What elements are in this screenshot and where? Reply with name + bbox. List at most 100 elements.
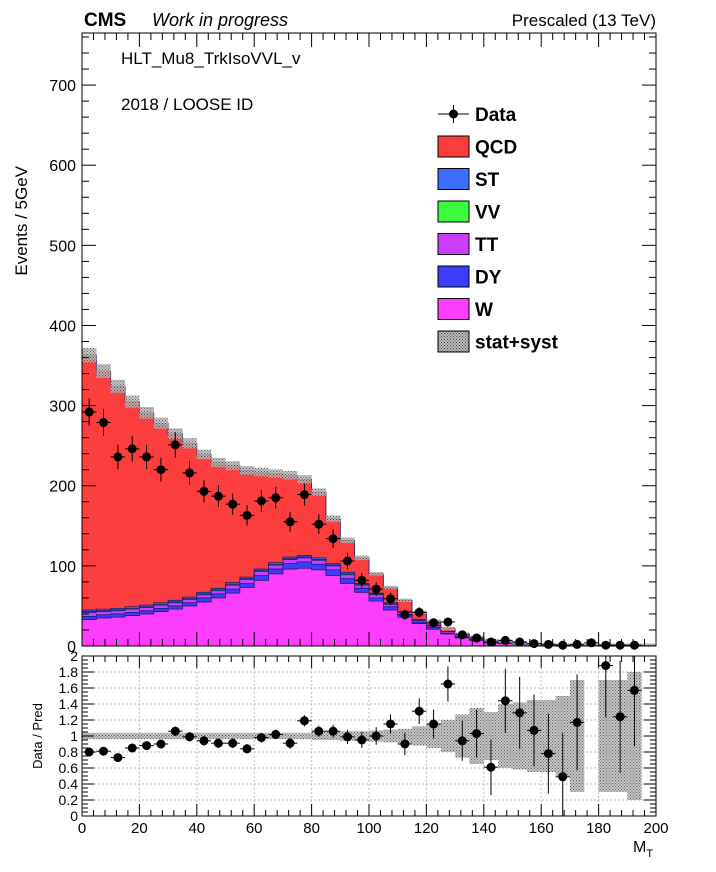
data-point (213, 491, 223, 501)
band-cell (340, 537, 355, 543)
ratio-band-cell (297, 732, 312, 740)
ratio-x-tick-label: 140 (471, 820, 496, 837)
band-cell (125, 395, 140, 408)
legend-label: Data (475, 105, 517, 126)
ratio-band-cell (483, 712, 499, 760)
data-point (113, 452, 123, 462)
ratio-point (314, 726, 324, 736)
y-tick-label: 600 (49, 158, 76, 175)
ratio-band-cell (598, 680, 613, 792)
ratio-y-label: Data / Pred (30, 703, 45, 769)
legend-swatch-vv (437, 200, 470, 223)
main-panel: 0 100 200 300 400 500 600 700 Events / 5GeV HLT… (12, 32, 657, 656)
band-cell (139, 406, 154, 419)
bar-w (325, 575, 341, 646)
band-cell (311, 488, 326, 496)
band-cell (153, 417, 169, 429)
data-points (82, 398, 642, 650)
bar-w (239, 587, 255, 646)
ratio-point (429, 719, 439, 729)
ratio-band-cell (383, 729, 398, 743)
data-point (486, 637, 496, 647)
legend-swatch-stat-syst (437, 330, 470, 353)
ratio-point (543, 749, 553, 759)
ratio-y-axis: 00.20.40.60.811.21.41.61.82 (59, 648, 656, 824)
ratio-point (515, 708, 525, 718)
ratio-point (629, 685, 639, 695)
data-point (601, 640, 611, 650)
bar-qcd (139, 412, 155, 646)
band-cell (225, 461, 240, 471)
ratio-x-tick-label: 80 (303, 820, 320, 837)
ratio-point (271, 729, 281, 739)
legend-label: QCD (475, 138, 517, 159)
band-cell (369, 572, 384, 576)
ratio-y-tick-label: 1.4 (59, 696, 79, 712)
band-cell (354, 555, 369, 561)
bar-w (182, 605, 198, 646)
bar-w (211, 597, 226, 646)
data-point (429, 618, 439, 628)
band-cell (397, 598, 413, 602)
legend-label: TT (475, 235, 499, 256)
band-cell (297, 475, 312, 484)
data-point (543, 639, 553, 649)
bar-w (455, 637, 470, 646)
bar-w (340, 583, 355, 646)
ratio-point (142, 741, 152, 751)
ratio-point (127, 743, 137, 753)
band-cell (211, 457, 226, 468)
band-cell (254, 467, 269, 477)
data-point (314, 519, 324, 529)
ratio-y-tick-label: 1.8 (59, 664, 79, 680)
energy-label: Prescaled (13 TeV) (512, 11, 656, 30)
ratio-x-axis: 0 20 40 60 80 100 120 140 160 180 200 (78, 656, 669, 837)
legend-label: VV (475, 203, 501, 224)
main-y-axis: 0 100 200 300 400 500 600 700 (49, 36, 656, 656)
experiment-label: CMS (84, 10, 126, 31)
main-x-axis (81, 33, 657, 646)
bar-qcd (110, 386, 126, 646)
bar-w (125, 615, 140, 646)
ratio-point (285, 738, 295, 748)
x-axis-title-subscript: T (646, 848, 653, 860)
bar-w (383, 609, 398, 646)
main-y-label: Events / 5GeV (12, 165, 31, 275)
selection-label: 2018 / LOOSE ID (121, 95, 253, 114)
ratio-band-cell (225, 732, 240, 740)
legend-swatch-st (437, 168, 470, 190)
data-point (256, 496, 266, 506)
data-point (386, 594, 396, 604)
ratio-point (371, 731, 381, 741)
ratio-x-tick-label: 180 (586, 820, 611, 837)
bar-w (369, 601, 384, 646)
ratio-point (170, 726, 180, 736)
bar-w (282, 569, 298, 646)
data-point (414, 607, 424, 617)
data-point (242, 510, 252, 520)
band-cell (82, 347, 97, 363)
data-point (199, 486, 209, 496)
ratio-band-cell (125, 732, 140, 740)
ratio-y-tick-label: 0.8 (59, 744, 79, 760)
legend-swatch-w (437, 298, 470, 320)
legend-swatch-qcd (437, 135, 470, 158)
ratio-point (414, 706, 424, 716)
ratio-y-tick-label: 2 (70, 648, 78, 664)
ratio-point (472, 729, 482, 739)
data-point (228, 499, 238, 509)
data-point (371, 584, 381, 594)
bar-qcd (125, 401, 140, 646)
band-cell (268, 469, 283, 479)
bar-w (268, 573, 284, 646)
y-tick-label: 200 (49, 479, 76, 496)
data-point (185, 468, 195, 478)
bar-w (397, 617, 413, 646)
band-cell (325, 515, 341, 522)
data-point (170, 440, 180, 450)
bar-w (96, 617, 111, 646)
band-cell (282, 471, 298, 480)
ratio-band-cell (498, 704, 513, 768)
ratio-point (529, 725, 539, 735)
